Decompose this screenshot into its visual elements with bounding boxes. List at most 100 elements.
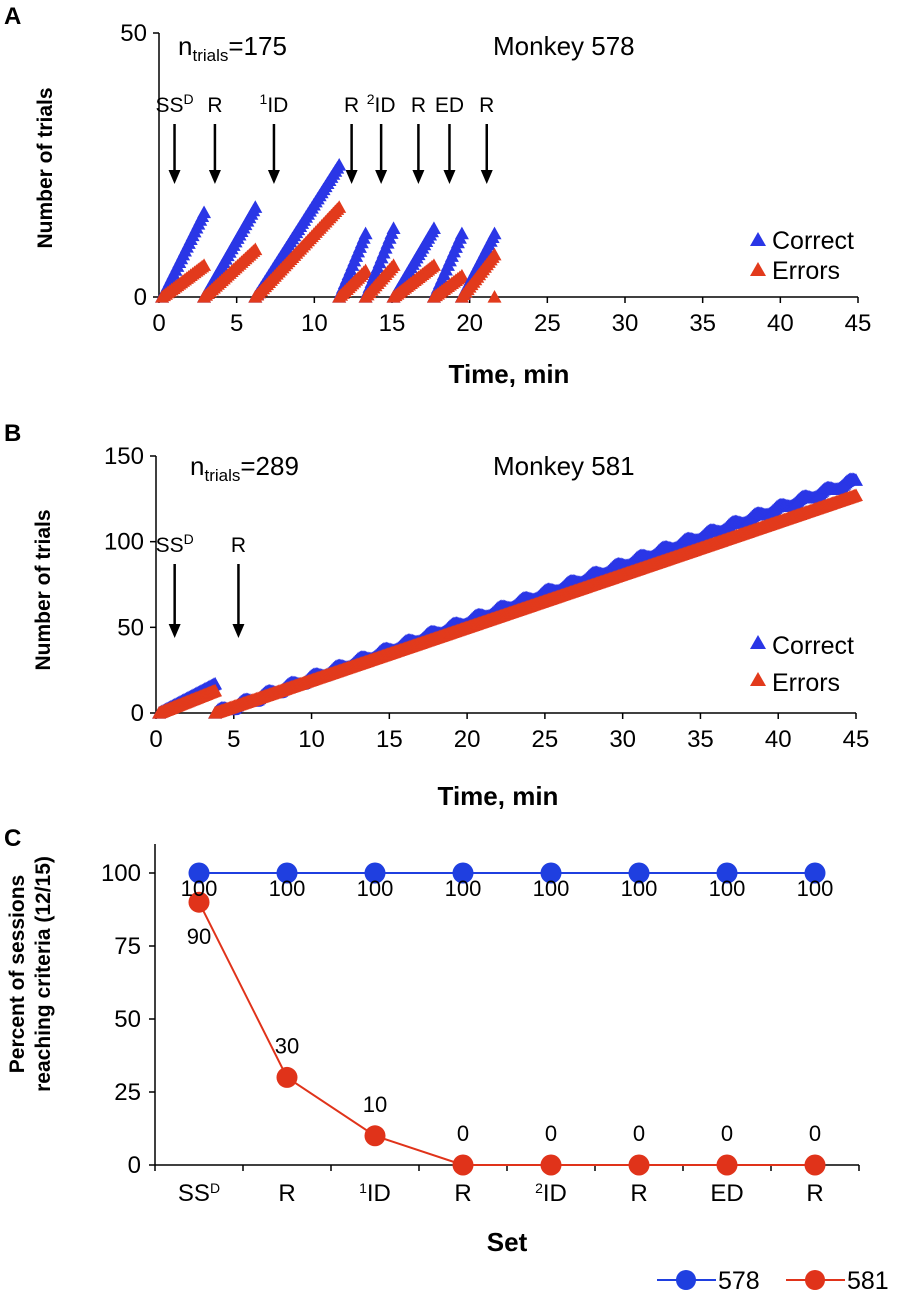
x-tick-label-c-5: R xyxy=(630,1180,647,1207)
x-tick-label-c-0-main: SS xyxy=(178,1180,210,1207)
error-point-a-1-26 xyxy=(248,242,263,256)
data-label-578-0: 100 xyxy=(181,876,218,901)
data-label-578-4: 100 xyxy=(533,876,570,901)
x-tick-label-c-3-main: R xyxy=(454,1180,471,1207)
y-axis-title-b: Number of trials xyxy=(32,509,55,670)
event-arrow-head-a-3 xyxy=(345,170,358,184)
series-point-581-4 xyxy=(540,1154,562,1176)
data-label-578-7: 100 xyxy=(797,876,834,901)
event-label-a-1: R xyxy=(207,94,222,117)
event-label-a-5: R xyxy=(411,94,426,117)
x-tick-label-c-7: R xyxy=(806,1180,823,1207)
y-tick-label-c-1: 25 xyxy=(114,1079,141,1106)
correct-point-b-1-494 xyxy=(849,473,863,486)
panel-letter-b: B xyxy=(4,420,21,447)
series-point-578-6 xyxy=(716,862,738,884)
event-label-a-0: SSD xyxy=(155,91,193,117)
event-arrow-head-a-4 xyxy=(375,170,388,184)
error-point-b-0-43 xyxy=(208,683,223,697)
y-tick-label-a-1: 50 xyxy=(120,20,147,47)
panel-b: B ntrials=289 Monkey 581 0 50 100 150 0 5 10 15… xyxy=(4,420,869,811)
legend-correct-marker-b xyxy=(750,635,766,649)
y-tick-label-c-4: 100 xyxy=(101,860,141,887)
x-tick-label-c-6-main: ED xyxy=(710,1180,743,1207)
x-tick-label-b-4: 20 xyxy=(454,726,481,753)
x-tick-label-a-7: 35 xyxy=(689,310,716,337)
data-label-581-6: 0 xyxy=(721,1121,733,1146)
x-tick-label-c-0: SSD xyxy=(178,1180,220,1207)
plot-area-b: 0 50 100 150 0 5 10 15 20 25 30 35 40 45 SSD R xyxy=(104,443,869,753)
event-label-b-0: SSD xyxy=(156,531,194,557)
error-point-a-0-22 xyxy=(197,258,212,271)
x-tick-label-c-1-main: R xyxy=(278,1180,295,1207)
error-point-a-7-17 xyxy=(487,247,502,261)
x-tick-label-a-8: 40 xyxy=(767,310,794,337)
event-label-b-1: R xyxy=(231,534,246,557)
x-tick-label-b-5: 25 xyxy=(532,726,559,753)
y-tick-label-c-3: 75 xyxy=(114,933,141,960)
panel-a: A ntrials=175 Monkey 578 0 50 0 5 10 15 20 25 30… xyxy=(4,3,871,389)
series-point-581-2 xyxy=(364,1125,386,1147)
event-label-a-2: 1ID xyxy=(260,91,289,117)
legend-581-label: 581 xyxy=(847,1267,889,1295)
x-tick-label-b-6: 30 xyxy=(609,726,636,753)
event-label-a-1-main: R xyxy=(207,94,222,117)
ntrials-b: ntrials=289 xyxy=(190,451,299,485)
series-point-581-5 xyxy=(628,1154,650,1176)
x-tick-label-c-2: 1ID xyxy=(359,1180,391,1207)
x-tick-label-b-2: 10 xyxy=(298,726,325,753)
event-arrow-head-a-1 xyxy=(208,170,221,184)
series-point-578-4 xyxy=(540,862,562,884)
x-tick-label-b-3: 15 xyxy=(376,726,403,753)
event-label-a-5-main: R xyxy=(411,94,426,117)
y-tick-label-a-0: 0 xyxy=(134,284,147,311)
event-label-b-0-main: SS xyxy=(156,534,184,557)
correct-point-a-0-22 xyxy=(197,205,212,219)
x-tick-label-a-4: 20 xyxy=(456,310,483,337)
x-tick-label-a-3: 15 xyxy=(379,310,406,337)
x-tick-label-a-0: 0 xyxy=(152,310,165,337)
data-label-578-5: 100 xyxy=(621,876,658,901)
legend-b: Correct Errors xyxy=(750,632,854,697)
x-tick-label-c-6: ED xyxy=(710,1180,743,1207)
legend-errors-marker-b xyxy=(750,672,766,686)
event-arrow-head-a-2 xyxy=(267,170,280,184)
series-point-578-3 xyxy=(452,862,474,884)
y-tick-label-b-2: 100 xyxy=(104,529,144,556)
event-arrow-head-a-5 xyxy=(412,170,425,184)
series-point-581-0 xyxy=(188,891,210,913)
legend-correct-label-b: Correct xyxy=(772,632,854,660)
event-label-a-0-main: SS xyxy=(155,94,183,117)
event-label-a-7: R xyxy=(479,94,494,117)
event-label-a-2-pre: 1 xyxy=(260,91,268,107)
series-point-581-3 xyxy=(452,1154,474,1176)
legend-578-label: 578 xyxy=(718,1267,760,1295)
x-tick-label-c-4: 2ID xyxy=(535,1180,567,1207)
x-tick-label-c-2-main: ID xyxy=(367,1180,391,1207)
series-point-578-5 xyxy=(628,862,650,884)
correct-point-a-5-21 xyxy=(426,221,441,234)
legend-correct-marker-a xyxy=(750,232,766,246)
x-tick-label-c-4-main: ID xyxy=(543,1180,567,1207)
ntrials-a: ntrials=175 xyxy=(178,31,287,65)
y-axis-title-a: Number of trials xyxy=(34,87,57,248)
series-point-578-2 xyxy=(364,862,386,884)
data-label-581-4: 0 xyxy=(545,1121,557,1146)
correct-point-a-3-14 xyxy=(358,226,373,240)
event-label-a-2-main: ID xyxy=(267,94,288,117)
x-tick-label-b-9: 45 xyxy=(843,726,870,753)
title-a: Monkey 578 xyxy=(493,31,635,61)
data-label-581-0: 90 xyxy=(187,924,211,949)
event-arrow-head-b-0 xyxy=(168,624,181,638)
x-tick-label-a-6: 30 xyxy=(612,310,639,337)
correct-point-a-7-17 xyxy=(487,226,502,240)
event-arrow-head-a-0 xyxy=(168,170,181,184)
title-b: Monkey 581 xyxy=(493,451,635,481)
series-point-578-7 xyxy=(804,862,826,884)
data-label-581-3: 0 xyxy=(457,1121,469,1146)
x-tick-label-c-7-main: R xyxy=(806,1180,823,1207)
series-point-581-6 xyxy=(716,1154,738,1176)
series-point-578-1 xyxy=(276,862,298,884)
